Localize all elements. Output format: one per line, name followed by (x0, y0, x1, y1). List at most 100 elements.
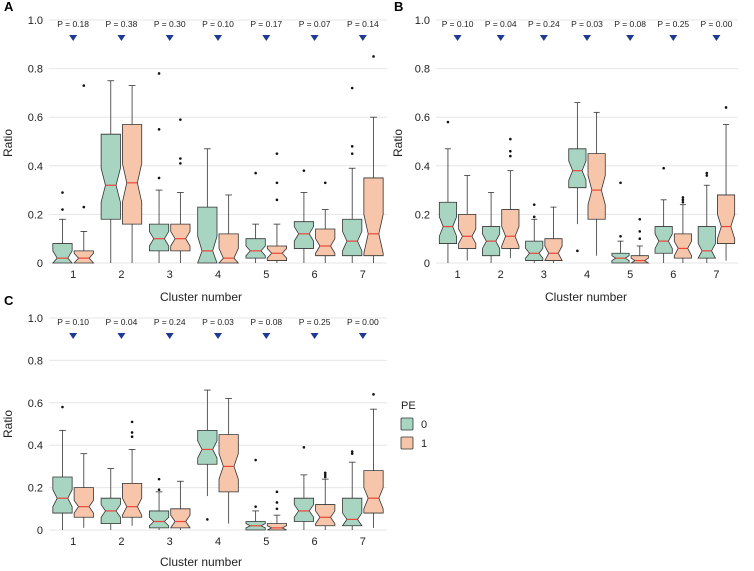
box-body (52, 476, 73, 514)
outlier-point (254, 458, 257, 462)
x-tick-label: 5 (263, 536, 269, 548)
box-body (169, 508, 191, 529)
outlier-point (638, 217, 642, 221)
outlier-point (350, 86, 354, 90)
box-group-1 (169, 480, 191, 530)
p-value-label: P = 0.30 (154, 19, 186, 29)
significance-marker (310, 35, 319, 41)
significance-marker (69, 333, 78, 339)
significance-marker (117, 333, 126, 339)
outlier-point (532, 203, 536, 206)
y-tick-label: 0.2 (415, 209, 430, 221)
outlier-point (157, 488, 161, 492)
box-body (673, 233, 692, 259)
box-group-0 (52, 405, 73, 530)
y-tick-label: 0.8 (28, 64, 43, 76)
box-body (363, 470, 384, 514)
outlier-point (61, 208, 64, 211)
box-body (170, 223, 191, 252)
outlier-point (130, 431, 134, 434)
x-tick-label: 6 (670, 269, 676, 281)
box-body (149, 510, 170, 529)
box-group-0 (482, 192, 501, 263)
x-tick-label: 3 (167, 536, 173, 548)
outlier-point (681, 198, 685, 202)
outlier-point (662, 166, 665, 170)
box-group-0 (568, 102, 587, 253)
box-body (342, 218, 363, 257)
box-group-0 (611, 181, 630, 264)
significance-marker (262, 35, 271, 41)
box-group-1 (587, 111, 606, 256)
plot-area: 0 0.2 0.4 0.6 0.8 1.0 1 P = 0.18 2 P = 0.38 3 P = 0… (28, 15, 387, 281)
significance-marker (626, 35, 635, 41)
outlier-point (323, 473, 327, 477)
outlier-point (323, 475, 327, 479)
box-group-1 (218, 398, 239, 524)
box-group-1 (544, 206, 563, 263)
outlier-point (509, 149, 512, 153)
significance-marker (358, 333, 367, 339)
box-body (363, 177, 384, 257)
x-tick-label: 4 (215, 536, 221, 548)
y-tick-label: 1.0 (415, 15, 430, 27)
panel-b: B 0 0.2 0.4 0.6 0.8 1.0 1 P = 0.10 2 P = 0.04 3 P =… (391, 0, 738, 304)
plot-area: 0 0.2 0.4 0.6 0.8 1.0 1 P = 0.10 2 P = 0.04 3 P = 0… (415, 15, 738, 281)
outlier-point (179, 157, 182, 160)
y-tick-label: 0.6 (415, 112, 430, 124)
box-body (293, 497, 314, 522)
outlier-point (681, 196, 685, 199)
x-tick-label: 4 (215, 269, 221, 281)
outlier-point (206, 518, 209, 521)
outlier-point (638, 230, 642, 233)
outlier-point (350, 450, 354, 453)
x-tick-label: 3 (167, 269, 173, 281)
p-value-label: P = 0.00 (347, 317, 379, 327)
outlier-point (350, 152, 354, 155)
box-group-1 (122, 420, 143, 526)
p-value-label: P = 0.14 (347, 19, 379, 29)
significance-marker (669, 35, 678, 41)
p-value-label: P = 0.08 (250, 317, 282, 327)
y-tick-label: 0.4 (28, 440, 43, 452)
box-body (568, 148, 587, 189)
outlier-point (705, 171, 709, 175)
x-tick-label: 1 (70, 536, 76, 548)
box-body (218, 233, 240, 264)
outlier-point (82, 84, 86, 87)
x-axis-title: Cluster number (545, 290, 627, 304)
p-value-label: P = 0.00 (701, 19, 733, 29)
panel-letter: A (4, 0, 14, 14)
box-body (197, 206, 218, 264)
p-value-label: P = 0.25 (657, 19, 689, 29)
box-group-1 (170, 118, 191, 263)
p-value-label: P = 0.04 (485, 19, 517, 29)
x-tick-label: 6 (312, 269, 318, 281)
outlier-point (61, 405, 64, 409)
box-group-0 (51, 191, 74, 264)
box-group-0 (100, 80, 121, 263)
x-tick-label: 2 (498, 269, 504, 281)
box-group-1 (717, 106, 736, 261)
significance-marker (165, 35, 174, 41)
x-tick-label: 2 (118, 536, 124, 548)
box-group-0 (245, 171, 266, 263)
x-tick-label: 4 (584, 269, 590, 281)
outlier-point (157, 477, 161, 481)
box-group-0 (293, 446, 314, 530)
legend-label-1: 1 (421, 438, 427, 450)
box-body (100, 133, 121, 220)
x-tick-label: 2 (118, 269, 124, 281)
box-body (438, 201, 457, 244)
p-value-label: P = 0.38 (106, 19, 138, 29)
y-tick-label: 0 (37, 525, 43, 537)
box-body (122, 124, 143, 225)
y-tick-label: 0.2 (28, 483, 43, 495)
outlier-point (130, 435, 134, 439)
x-tick-label: 7 (713, 269, 719, 281)
box-body (293, 221, 314, 249)
box-body (525, 240, 544, 261)
box-group-0 (697, 171, 717, 263)
box-group-1 (363, 393, 384, 528)
outlier-point (82, 205, 86, 209)
